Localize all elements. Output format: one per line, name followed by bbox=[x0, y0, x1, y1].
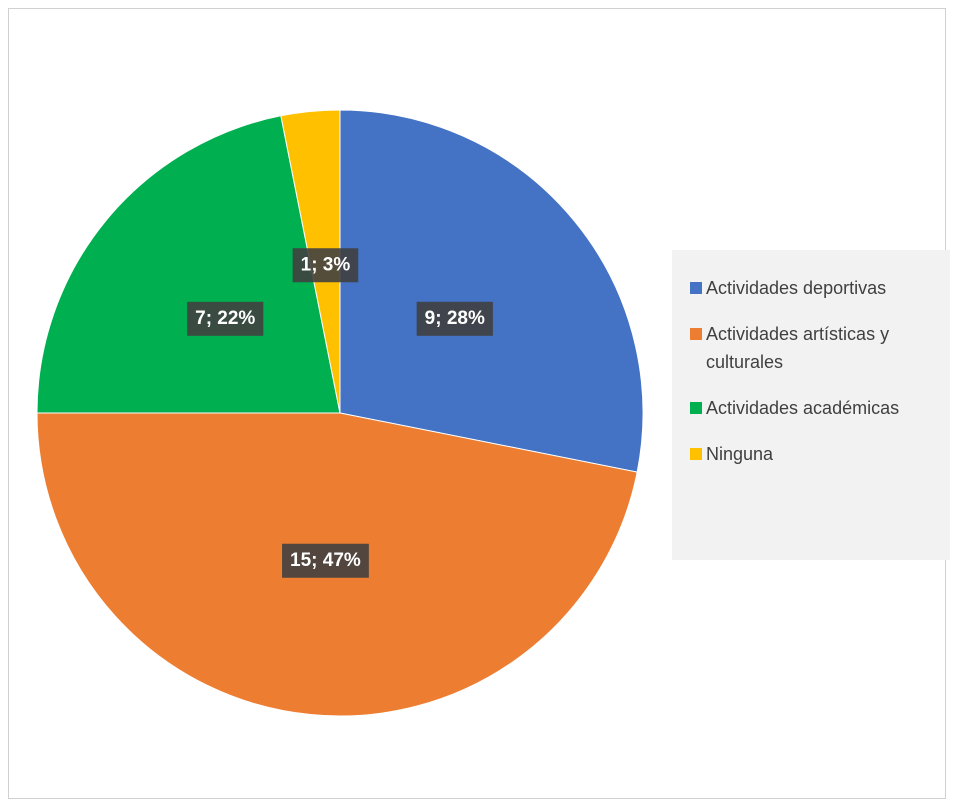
legend-item: Actividades deportivas bbox=[690, 274, 950, 302]
data-label-text: 15; 47% bbox=[290, 550, 361, 571]
data-label-text: 1; 3% bbox=[301, 254, 351, 275]
data-label: 15; 47% bbox=[282, 543, 369, 578]
data-label-box bbox=[416, 301, 493, 336]
legend: Actividades deportivas Actividades artíst… bbox=[672, 250, 950, 560]
data-label-box bbox=[292, 248, 359, 283]
legend-swatch bbox=[690, 402, 702, 414]
legend-label: Actividades artísticas y culturales bbox=[706, 324, 890, 372]
data-label-text: 9; 28% bbox=[425, 308, 485, 329]
legend-label: Actividades académicas bbox=[706, 398, 900, 418]
data-label-text: 7; 22% bbox=[195, 308, 255, 329]
data-label-box bbox=[282, 543, 369, 578]
data-label-box bbox=[187, 301, 264, 336]
data-label: 9; 28% bbox=[416, 301, 493, 336]
legend-item: Ninguna bbox=[690, 440, 950, 468]
legend-item: Actividades artísticas y culturales bbox=[690, 320, 950, 376]
data-label: 1; 3% bbox=[292, 248, 359, 283]
legend-swatch bbox=[690, 328, 702, 340]
pie-slice bbox=[339, 109, 644, 473]
legend-label: Ninguna bbox=[706, 444, 774, 464]
legend-swatch bbox=[690, 448, 702, 460]
data-label: 7; 22% bbox=[187, 301, 264, 336]
legend-label: Actividades deportivas bbox=[706, 278, 887, 298]
legend-item: Actividades académicas bbox=[690, 394, 950, 422]
legend-swatch bbox=[690, 282, 702, 294]
pie-slice bbox=[36, 115, 341, 414]
